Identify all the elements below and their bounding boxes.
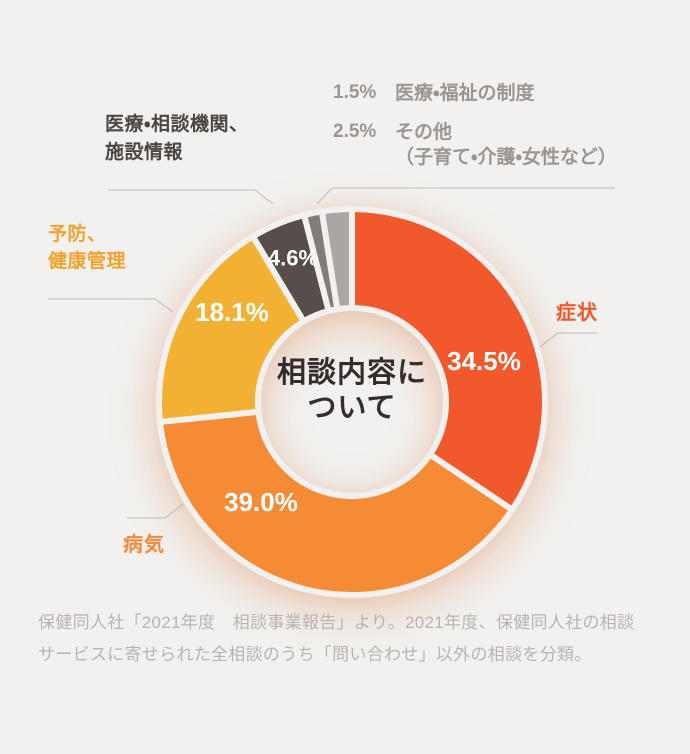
leader-lines (48, 187, 615, 519)
legend-other-text: その他 （子育て・介護・女性など） (395, 120, 617, 170)
chart-center-title: 相談内容に ついて (277, 356, 427, 426)
donut-segment-6 (318, 206, 355, 313)
chart-center-title-line2: ついて (307, 392, 397, 424)
legend-welfare-label: 医療・福祉の制度 (395, 83, 535, 104)
label-prevention-line1: 予防、 (48, 224, 107, 245)
donut-segment-1 (349, 206, 548, 513)
legend-other-percent: 2.5% (333, 121, 377, 142)
leader-line-shoujou (539, 332, 598, 348)
segment-value-label-2: 39.0% (224, 487, 298, 517)
legend-row-other: 2.5% その他 （子育て・介護・女性など） (333, 120, 617, 170)
source-note-line2: サービスに寄せられた全相談のうち「問い合わせ」以外の相談を分類。 (38, 645, 592, 664)
legend-welfare-text: 医療・福祉の制度 (395, 81, 534, 106)
legend-other-label: その他 (395, 122, 453, 143)
donut-segment-2 (157, 408, 516, 598)
leader-line-kikan (108, 189, 274, 205)
donut-segments (156, 206, 548, 598)
leader-line-byouki (127, 503, 184, 519)
source-note: 保健同人社「2021年度 相談事業報告」より。2021年度、保健同人社の相談 サ… (38, 607, 668, 671)
label-prevention: 予防、 健康管理 (48, 221, 126, 275)
leader-line-yobou (48, 298, 174, 313)
label-illness: 病気 (123, 534, 165, 556)
label-medical-institutions-line1: 医療・相談機関、 (105, 114, 249, 135)
donut-segment-3 (156, 233, 307, 425)
chart-center-title-line1: 相談内容に (276, 357, 428, 389)
source-note-line1: 保健同人社「2021年度 相談事業報告」より。2021年度、保健同人社の相談 (38, 613, 635, 632)
legend-welfare-percent: 1.5% (333, 82, 377, 103)
label-symptoms: 症状 (556, 302, 598, 324)
segment-value-label-1: 34.5% (447, 346, 521, 376)
segment-value-label-4: 4.6% (268, 246, 318, 271)
label-medical-institutions-line2: 施設情報 (105, 142, 184, 163)
label-medical-institutions: 医療・相談機関、 施設情報 (105, 111, 248, 167)
label-prevention-line2: 健康管理 (48, 251, 127, 272)
donut-value-labels: 34.5% 39.0% 18.1% 4.6% (195, 246, 521, 518)
legend-other-sublabel: （子育て・介護・女性など） (395, 147, 617, 168)
segment-value-label-3: 18.1% (195, 297, 269, 327)
leader-line-legend (316, 187, 615, 205)
small-slices-legend: 1.5% 医療・福祉の制度 2.5% その他 （子育て・介護・女性など） (333, 81, 617, 170)
legend-row-welfare: 1.5% 医療・福祉の制度 (333, 81, 617, 106)
